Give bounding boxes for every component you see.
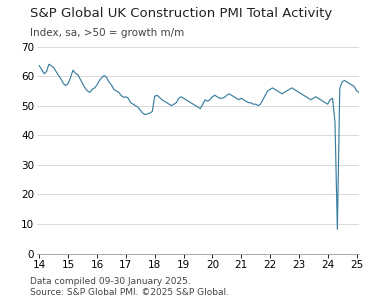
Text: Data compiled 09-30 January 2025.: Data compiled 09-30 January 2025.: [30, 278, 190, 286]
Text: Source: S&P Global PMI. ©2025 S&P Global.: Source: S&P Global PMI. ©2025 S&P Global…: [30, 288, 229, 297]
Text: S&P Global UK Construction PMI Total Activity: S&P Global UK Construction PMI Total Act…: [30, 8, 332, 20]
Text: Index, sa, >50 = growth m/m: Index, sa, >50 = growth m/m: [30, 28, 184, 38]
